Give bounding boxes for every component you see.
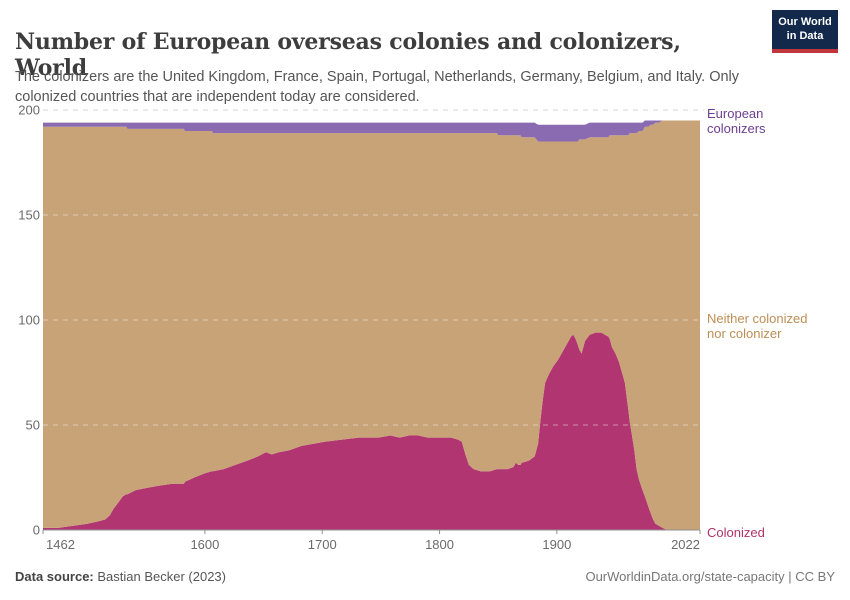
owid-logo[interactable]: Our World in Data: [772, 10, 838, 53]
x-tick-label-1800: 1800: [425, 537, 454, 552]
x-tick-label-1600: 1600: [190, 537, 219, 552]
area-european-colonizers[interactable]: [43, 120, 700, 142]
owid-logo-line1: Our World: [778, 16, 832, 28]
footer-right: OurWorldinData.org/state-capacity | CC B…: [585, 569, 835, 584]
series-label-neither: Neither colonized nor colonizer: [707, 311, 808, 342]
owid-url-link[interactable]: OurWorldinData.org/state-capacity: [585, 569, 785, 584]
chart-footer: Data source: Bastian Becker (2023) OurWo…: [15, 569, 835, 584]
y-tick-label-50: 50: [26, 418, 40, 433]
area-colonized[interactable]: [43, 332, 700, 530]
owid-logo-line2: in Data: [786, 30, 824, 43]
data-source-label: Data source:: [15, 569, 94, 584]
x-tick-label-1700: 1700: [308, 537, 337, 552]
x-tick-label-1900: 1900: [542, 537, 571, 552]
license-text: | CC BY: [784, 569, 835, 584]
y-tick-label-0: 0: [33, 523, 40, 538]
x-tick-label-2022: 2022: [671, 537, 700, 552]
series-label-european-colonizers: European colonizers: [707, 106, 766, 137]
x-tick-label-1462: 1462: [46, 537, 75, 552]
y-tick-label-150: 150: [18, 208, 40, 223]
y-tick-label-200: 200: [18, 103, 40, 118]
area-neither-colonized-nor-colonizer[interactable]: [43, 120, 700, 531]
page-title: Number of European overseas colonies and…: [15, 28, 681, 81]
chart-subtitle: The colonizers are the United Kingdom, F…: [15, 68, 740, 105]
data-source-value: Bastian Becker (2023): [93, 569, 226, 584]
y-tick-label-100: 100: [18, 313, 40, 328]
data-source-text: Data source: Bastian Becker (2023): [15, 569, 226, 584]
series-label-colonized: Colonized: [707, 525, 765, 540]
